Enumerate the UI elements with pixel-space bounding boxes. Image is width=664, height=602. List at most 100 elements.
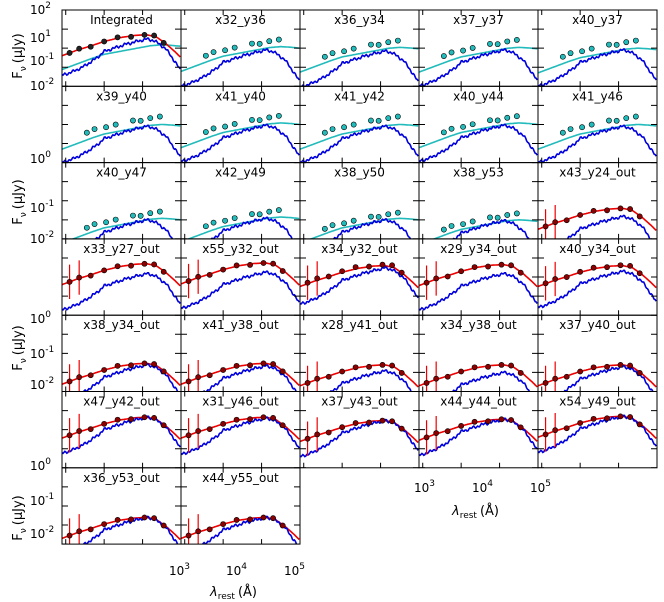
- panel-plot-area: [419, 391, 538, 468]
- data-point: [487, 41, 493, 47]
- data-point: [266, 114, 273, 121]
- data-point: [76, 528, 83, 535]
- panel-title: x43_y24_out: [559, 166, 636, 180]
- data-point: [231, 44, 238, 51]
- blue-stellar-line: [181, 270, 300, 310]
- data-point: [339, 368, 346, 375]
- cyan-model-line: [181, 122, 300, 149]
- sed-panel: x31_y46_out: [180, 391, 301, 469]
- panel-title: x41_y38_out: [202, 318, 279, 332]
- data-point: [160, 268, 167, 275]
- panel-plot-area: [62, 10, 181, 87]
- sed-panel: x29_y34_out: [418, 238, 539, 316]
- panel-plot-area: [538, 391, 657, 468]
- blue-stellar-line: [62, 272, 181, 311]
- data-point: [563, 274, 570, 280]
- data-point: [279, 522, 286, 529]
- data-point: [260, 360, 267, 367]
- data-point: [66, 50, 73, 56]
- data-point: [275, 207, 282, 213]
- cyan-model-line: [431, 218, 538, 239]
- panel-plot-area: [538, 315, 657, 392]
- data-point: [350, 121, 357, 128]
- panel-plot-area: [300, 86, 419, 163]
- data-point: [385, 39, 392, 46]
- y-axis-label-mid: Fν(μJy): [11, 179, 29, 224]
- sed-panel: x43_y24_out: [537, 162, 658, 240]
- blue-stellar-line: [332, 218, 412, 239]
- panel-plot-area: [181, 467, 300, 545]
- data-point: [114, 263, 121, 270]
- sed-panel: x40_y47: [61, 162, 182, 240]
- data-point: [498, 261, 505, 268]
- data-point: [339, 268, 346, 275]
- data-point: [542, 380, 549, 386]
- data-point: [494, 117, 501, 124]
- data-point: [220, 266, 227, 273]
- data-point: [627, 362, 634, 369]
- data-point: [375, 213, 382, 220]
- data-point: [460, 221, 466, 227]
- panel-title: x41_y40: [215, 89, 266, 103]
- y-tick-label: 10-1: [30, 345, 54, 361]
- panel-title: x41_y42: [334, 89, 385, 103]
- sed-panel: x44_y44_out: [418, 391, 539, 469]
- data-point: [623, 39, 630, 46]
- data-point: [460, 123, 466, 130]
- data-point: [87, 272, 94, 279]
- panel-title: x29_y34_out: [440, 242, 517, 256]
- panel-title: x37_y40_out: [559, 318, 636, 332]
- data-point: [66, 278, 73, 285]
- data-point: [341, 220, 347, 227]
- data-point: [460, 47, 466, 54]
- data-point: [128, 262, 134, 269]
- panel-plot-area: [538, 238, 657, 316]
- data-point: [627, 414, 634, 420]
- blue-stellar-line: [201, 515, 298, 545]
- sed-panel: x36_y53_out: [61, 467, 182, 545]
- data-point: [577, 268, 584, 275]
- data-point: [160, 522, 167, 529]
- data-point: [83, 224, 90, 231]
- data-point: [185, 532, 192, 539]
- y-axis-label-bottom: Fν(μJy): [11, 495, 29, 540]
- data-point: [222, 47, 228, 54]
- y-axis-label-lower: Fν(μJy): [11, 325, 29, 370]
- data-point: [617, 413, 624, 420]
- data-point: [469, 45, 476, 51]
- panel-plot-area: [300, 162, 419, 239]
- data-point: [627, 206, 634, 212]
- blue-stellar-line: [300, 49, 419, 87]
- blue-stellar-line: [538, 269, 657, 309]
- data-point: [325, 429, 332, 436]
- data-point: [137, 212, 144, 219]
- data-point: [83, 129, 90, 136]
- data-point: [256, 211, 263, 218]
- data-point: [606, 117, 612, 124]
- data-point: [423, 434, 430, 441]
- sed-panel: x54_y49_out: [537, 391, 658, 469]
- data-point: [440, 53, 447, 59]
- cyan-model-line: [538, 47, 657, 74]
- data-point: [151, 32, 158, 39]
- data-point: [160, 368, 167, 375]
- sed-panel: x34_y38_out: [418, 314, 539, 393]
- panel-title: x32_y36: [215, 13, 266, 27]
- data-point: [394, 113, 401, 120]
- sed-panel: x44_y55_out: [180, 467, 301, 545]
- data-point: [504, 114, 511, 121]
- data-point: [379, 417, 386, 424]
- data-point: [101, 420, 108, 427]
- x-tick-label: 105: [284, 562, 305, 578]
- data-point: [270, 361, 277, 367]
- sed-panel: x38_y50: [299, 162, 420, 240]
- data-point: [66, 432, 73, 439]
- x-axis-label-right: λrest (Å): [451, 503, 499, 521]
- data-point: [458, 268, 465, 275]
- data-point: [604, 264, 610, 271]
- panel-frame: [180, 467, 301, 545]
- x-tick-label: 105: [530, 479, 551, 495]
- data-point: [156, 208, 163, 215]
- data-point: [604, 207, 610, 214]
- data-point: [141, 414, 148, 421]
